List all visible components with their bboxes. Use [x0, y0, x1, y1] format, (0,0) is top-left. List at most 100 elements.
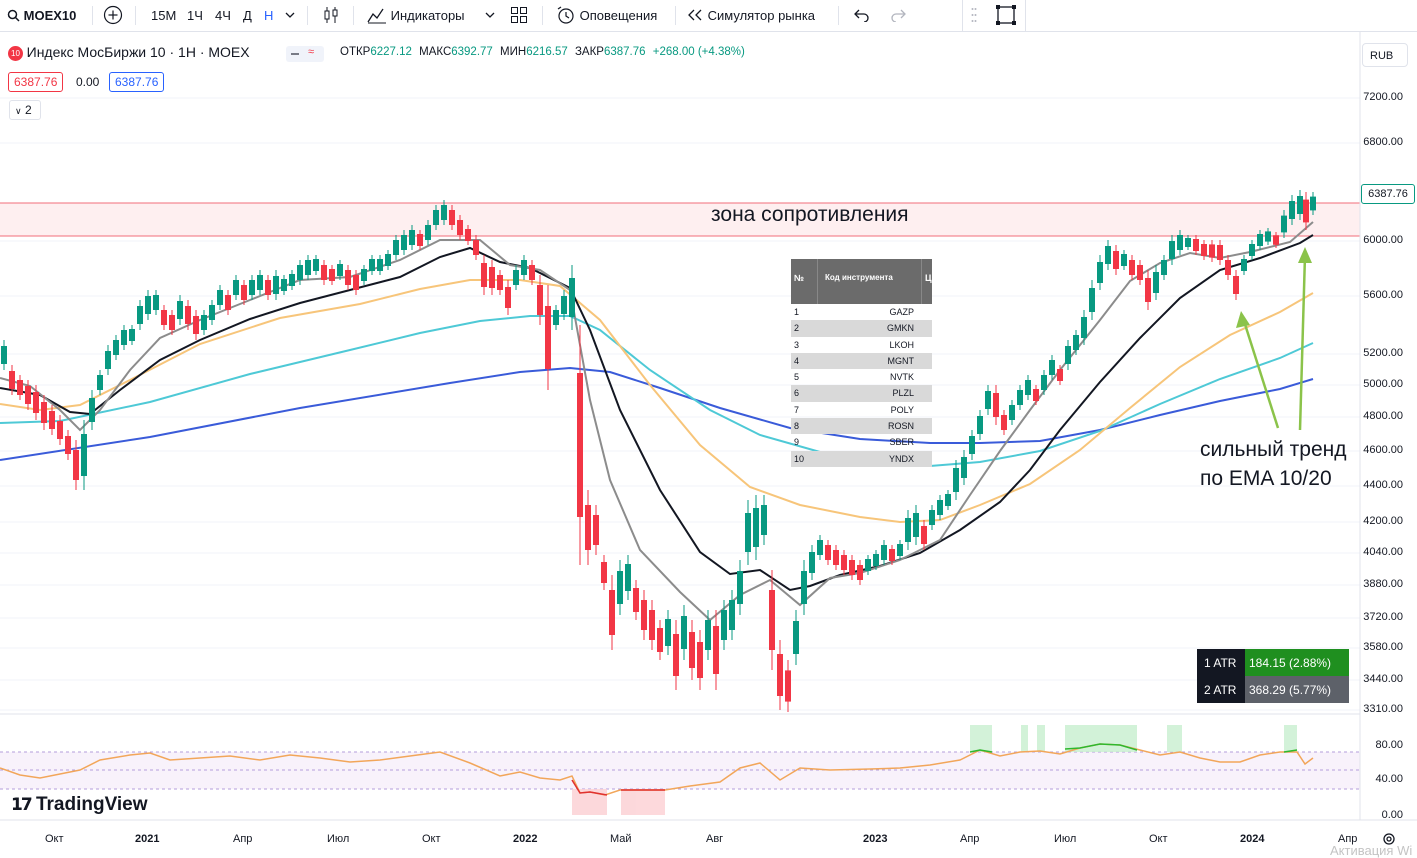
- fullscreen-button[interactable]: [995, 0, 1017, 31]
- candle-body: [393, 240, 399, 255]
- trend-arrow-2: [1298, 254, 1307, 431]
- series-legend[interactable]: 10 Индекс МосБиржи 10 · 1Н · MOEX: [8, 44, 250, 64]
- time-tick: Июл: [1054, 833, 1077, 845]
- candle-body: [729, 600, 735, 630]
- candle-body: [17, 380, 23, 395]
- candle-body: [1049, 360, 1055, 375]
- trend-arrows: [1236, 247, 1312, 431]
- price-tick: 4800.00: [1363, 410, 1403, 422]
- time-tick: Окт: [45, 833, 64, 845]
- candle-body: [33, 392, 39, 413]
- drag-handle[interactable]: [971, 0, 977, 31]
- candle-body: [401, 235, 407, 250]
- replay-button[interactable]: Симулятор рынка: [686, 0, 815, 31]
- candle-body: [1257, 234, 1263, 246]
- instrument-code: ROSN: [887, 421, 914, 432]
- candle-body: [1097, 262, 1103, 283]
- symbol-search[interactable]: MOEX10: [7, 0, 76, 31]
- ema-50-line: [0, 279, 1314, 524]
- candle-body: [553, 310, 559, 325]
- ask-badge[interactable]: 6387.76: [109, 72, 165, 92]
- candle-body: [1073, 335, 1079, 350]
- candle-body: [1153, 272, 1159, 293]
- candle-body: [217, 290, 223, 305]
- undo-button[interactable]: [852, 0, 870, 31]
- redo-button[interactable]: [890, 0, 908, 31]
- interval-week[interactable]: Н: [264, 8, 274, 23]
- candle-body: [321, 265, 327, 280]
- interval-1h[interactable]: 1Ч: [187, 8, 203, 23]
- candle-body: [593, 515, 599, 545]
- candle-body: [617, 571, 623, 604]
- candle-body: [465, 229, 471, 241]
- candle-body: [409, 230, 415, 245]
- candle-body: [113, 340, 119, 355]
- time-tick: Апр: [1338, 833, 1358, 845]
- interval-dropdown[interactable]: [284, 0, 296, 31]
- candle-body: [1249, 244, 1255, 256]
- candle-body: [417, 234, 423, 246]
- candle-body: [161, 310, 167, 325]
- interval-day[interactable]: Д: [243, 8, 252, 23]
- candle-body: [1017, 390, 1023, 405]
- tradingview-logo[interactable]: 𝟭𝟳 TradingView: [11, 794, 148, 816]
- trend-arrow-1: [1241, 317, 1280, 429]
- candle-body: [129, 329, 135, 341]
- time-tick: Окт: [422, 833, 441, 845]
- time-tick: Окт: [1149, 833, 1168, 845]
- candle-body: [41, 402, 47, 423]
- atr-row-1: 1 ATR 184.15 (2.88%): [1197, 649, 1349, 676]
- candle-body: [545, 306, 551, 369]
- interval-4h[interactable]: 4Ч: [215, 8, 231, 23]
- candle-body: [241, 285, 247, 300]
- candle-body: [633, 588, 639, 612]
- add-symbol-button[interactable]: [103, 0, 123, 31]
- osc-oversold-fills: [572, 789, 665, 815]
- indicators-button[interactable]: Индикаторы: [367, 0, 465, 31]
- settings-gear[interactable]: [1382, 832, 1396, 851]
- candle-body: [1185, 238, 1191, 247]
- candle-body: [873, 554, 879, 566]
- instrument-code: GAZP: [889, 307, 914, 317]
- instrument-code: NVTK: [889, 372, 914, 383]
- wave-icon: ≈: [308, 46, 315, 58]
- bid-badge[interactable]: 6387.76: [8, 72, 64, 92]
- trend-arrow-2-head: [1298, 247, 1312, 263]
- candle-body: [209, 305, 215, 320]
- row-number: 10: [794, 453, 805, 464]
- candle-body: [705, 620, 711, 650]
- row-number: 5: [794, 372, 800, 383]
- candle-body: [1057, 369, 1063, 381]
- price-tick: 5200.00: [1363, 347, 1403, 359]
- candle-body: [1121, 254, 1127, 266]
- candle-body: [673, 634, 679, 676]
- ema-10-line: [0, 221, 1314, 622]
- candle-body: [473, 240, 479, 255]
- templates-button[interactable]: [510, 0, 528, 31]
- price-tick: 5000.00: [1363, 378, 1403, 390]
- currency-button[interactable]: RUB: [1362, 43, 1408, 67]
- price-tick: 3310.00: [1363, 703, 1403, 715]
- collapse-indicators-button[interactable]: ∨ 2: [9, 100, 41, 120]
- instrument-code: SBER: [889, 437, 914, 448]
- row-number: 2: [794, 323, 800, 334]
- candle-body: [993, 393, 999, 417]
- price-tick: 5600.00: [1363, 289, 1403, 301]
- indicators-dropdown[interactable]: [484, 0, 496, 31]
- candle-body: [1201, 244, 1207, 256]
- chevron-down-icon: [485, 12, 495, 18]
- candle-body: [233, 280, 239, 295]
- spread-value: 0.00: [76, 75, 100, 89]
- candle-body: [441, 205, 447, 220]
- gear-icon: [1383, 833, 1395, 845]
- price-tick: 4200.00: [1363, 515, 1403, 527]
- interval-15m[interactable]: 15М: [151, 8, 177, 23]
- table-header: № Код инструмента Ц: [791, 259, 932, 304]
- instrument-code: MGNT: [887, 355, 915, 366]
- alerts-button[interactable]: Оповещения: [556, 0, 657, 31]
- legend-toggle[interactable]: ≈: [286, 46, 324, 62]
- candle-body: [121, 330, 127, 345]
- add-symbol-icon: [103, 5, 123, 25]
- chart-type-button[interactable]: [322, 0, 340, 31]
